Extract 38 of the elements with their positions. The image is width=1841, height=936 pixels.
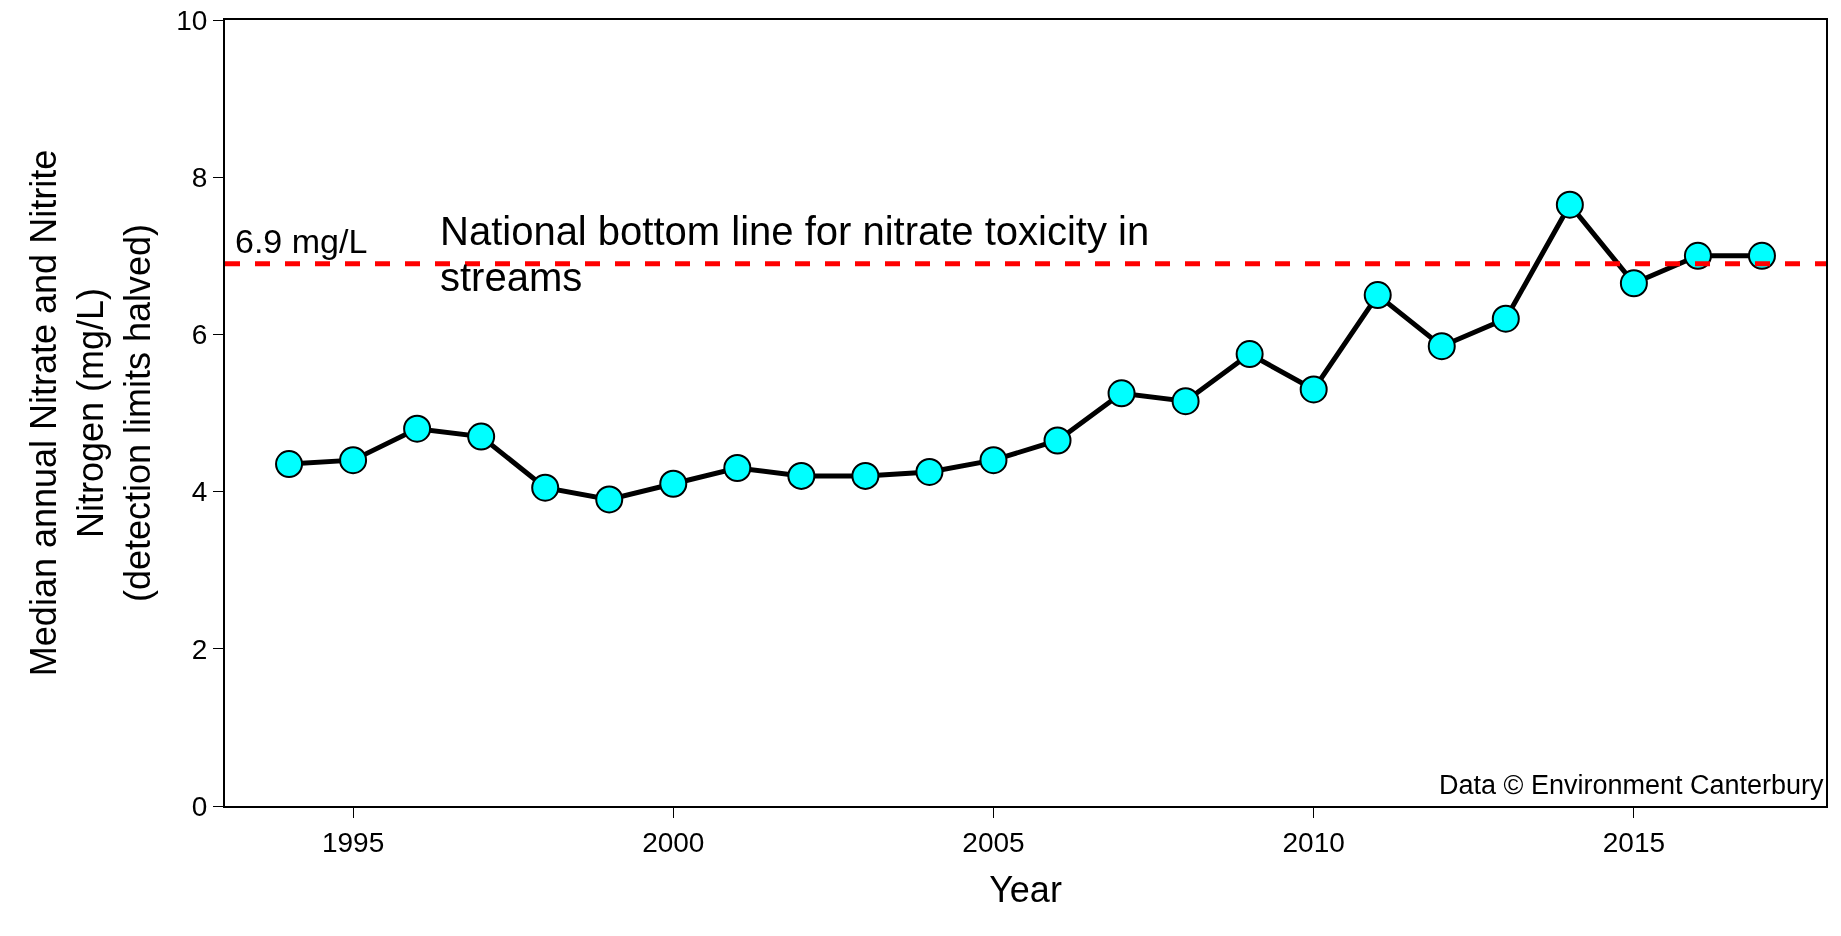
point	[1107, 379, 1136, 408]
x-tick-label: 1995	[321, 826, 385, 858]
point	[1171, 387, 1200, 416]
y-tick-label: 2	[191, 633, 208, 665]
x-tick-label: 2010	[1282, 826, 1345, 858]
y-tick-label: 0	[191, 790, 208, 822]
x-axis-title: Year	[989, 868, 1062, 910]
point	[915, 457, 944, 486]
point	[659, 469, 688, 498]
point	[1363, 281, 1392, 310]
y-tick-label: 8	[191, 162, 208, 193]
y-axis-title: Median annual Nitrate and Nitrite Nitrogen (mg/L) (detection limits halved)	[23, 149, 158, 677]
point	[1427, 332, 1456, 361]
point	[595, 485, 624, 514]
point	[851, 461, 880, 490]
x-tick-label: 2000	[642, 826, 705, 858]
annotation: National bottom line for nitrate toxicity in streams	[440, 208, 1151, 300]
point	[275, 450, 304, 479]
x-tick-label: 2005	[962, 826, 1025, 858]
ref-line-label: 6.9 mg/L	[235, 222, 368, 260]
y-tick-label: 10	[176, 4, 208, 36]
point	[1235, 340, 1264, 369]
y-tick-label: 6	[191, 319, 208, 351]
point	[339, 446, 368, 475]
annotation: Data © Environment Canterbury	[1439, 770, 1825, 800]
point	[1043, 426, 1072, 455]
point	[723, 454, 752, 483]
point	[403, 414, 432, 443]
point	[1619, 269, 1648, 298]
x-tick-label: 2015	[1602, 826, 1666, 858]
y-tick-label: 4	[191, 476, 208, 508]
point	[531, 473, 560, 502]
point	[1555, 190, 1584, 219]
point	[1299, 375, 1328, 404]
point	[787, 461, 816, 490]
point	[467, 422, 496, 451]
point	[979, 446, 1008, 475]
point	[1491, 304, 1520, 333]
